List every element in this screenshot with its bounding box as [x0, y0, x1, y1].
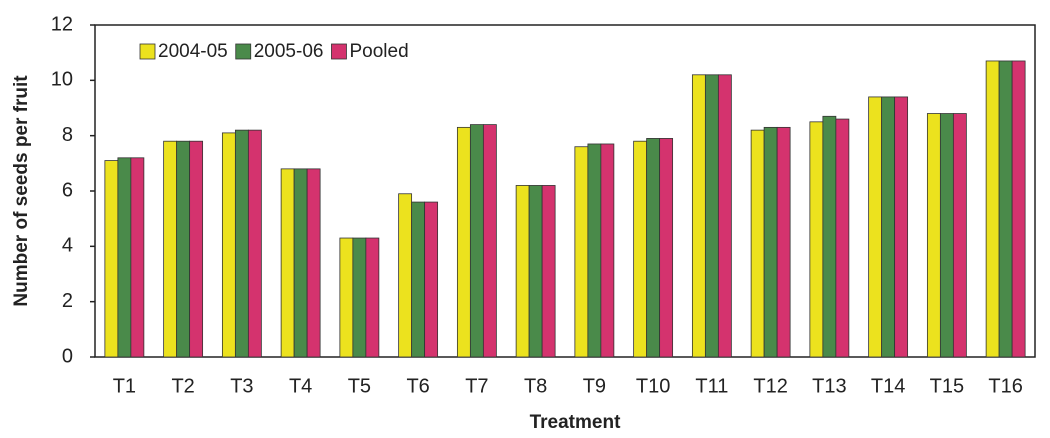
x-tick-label: T12: [753, 375, 787, 397]
bar: [998, 60, 1013, 358]
bar: [704, 74, 719, 358]
bar: [763, 126, 778, 358]
x-tick-label: T15: [930, 375, 964, 397]
bar: [515, 185, 530, 358]
bar: [482, 124, 497, 358]
bar: [306, 168, 321, 358]
x-tick-label: T1: [113, 375, 136, 397]
bar: [130, 157, 145, 358]
bar: [339, 237, 354, 358]
bar: [163, 140, 178, 358]
bar: [541, 185, 556, 358]
bar: [691, 74, 706, 358]
legend-label: Pooled: [349, 41, 408, 62]
bar: [456, 126, 471, 358]
bar: [221, 132, 236, 358]
y-tick-label: 6: [62, 179, 73, 201]
x-tick-label: T13: [812, 375, 846, 397]
y-tick-label: 0: [62, 345, 73, 367]
legend-swatch: [331, 43, 347, 60]
x-tick-label: T11: [695, 375, 728, 397]
bar: [633, 140, 648, 358]
bar: [293, 168, 308, 358]
bar: [189, 140, 204, 358]
bar: [411, 201, 426, 358]
bar: [926, 113, 941, 358]
x-tick-label: T9: [583, 375, 606, 397]
x-tick-label: T5: [348, 375, 371, 397]
bar: [247, 129, 262, 358]
bar: [939, 113, 954, 358]
bar: [176, 140, 191, 358]
bar: [424, 201, 439, 358]
bar: [574, 146, 589, 358]
y-tick-label: 10: [51, 69, 73, 91]
bar: [952, 113, 967, 358]
bar: [1011, 60, 1026, 358]
bar: [600, 143, 615, 358]
bar: [365, 237, 380, 358]
bar: [280, 168, 295, 358]
bar: [104, 160, 119, 358]
bar: [822, 115, 837, 358]
legend-swatch: [139, 43, 156, 60]
bar: [750, 129, 765, 358]
x-tick-label: T8: [524, 375, 547, 397]
legend-label: 2005-06: [254, 41, 324, 62]
bar: [835, 118, 850, 358]
bar: [717, 74, 732, 358]
x-tick-label: T3: [230, 375, 253, 397]
bar: [894, 96, 909, 358]
x-axis-title: Treatment: [530, 412, 621, 433]
bar: [985, 60, 1000, 358]
x-tick-label: T2: [171, 375, 194, 397]
bar: [234, 129, 249, 358]
bar: [776, 126, 791, 358]
y-tick-label: 12: [51, 13, 73, 35]
bar: [528, 185, 543, 358]
y-tick-label: 4: [62, 235, 73, 257]
bar: [868, 96, 883, 358]
bar: [659, 138, 674, 358]
y-axis-title: Number of seeds per fruit: [11, 75, 32, 307]
y-tick-label: 8: [62, 124, 73, 146]
legend-swatch: [235, 43, 252, 60]
bar: [587, 143, 602, 358]
bar: [809, 121, 824, 358]
bar: [398, 193, 413, 358]
bar: [469, 124, 484, 358]
legend-label: 2004-05: [158, 41, 228, 62]
bar: [117, 157, 132, 358]
x-tick-label: T10: [636, 375, 670, 397]
bar: [646, 138, 661, 358]
y-tick-label: 2: [62, 290, 73, 312]
bar: [352, 237, 367, 358]
x-tick-label: T7: [465, 375, 488, 397]
bar: [881, 96, 896, 358]
x-tick-label: T14: [871, 375, 905, 397]
x-tick-label: T16: [988, 375, 1022, 397]
x-tick-label: T4: [289, 375, 312, 397]
x-tick-label: T6: [406, 375, 429, 397]
